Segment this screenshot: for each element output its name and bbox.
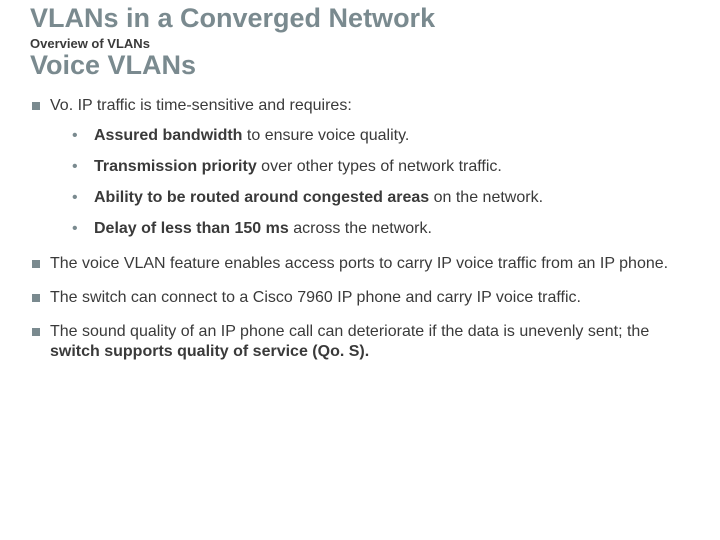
slide-title: VLANs in a Converged Network: [30, 4, 690, 34]
sub-bullet-item: Delay of less than 150 ms across the net…: [72, 219, 690, 240]
sub-bullet-rest: to ensure voice quality.: [242, 127, 409, 144]
bullet-text: The voice VLAN feature enables access po…: [50, 255, 668, 272]
sub-bullet-bold: Delay of less than 150 ms: [94, 220, 289, 237]
bullet-item: Vo. IP traffic is time-sensitive and req…: [32, 96, 690, 239]
main-bullet-list: Vo. IP traffic is time-sensitive and req…: [30, 96, 690, 361]
sub-bullet-rest: across the network.: [289, 220, 432, 237]
slide-subtitle: Voice VLANs: [30, 51, 690, 81]
bullet-item: The switch can connect to a Cisco 7960 I…: [32, 288, 690, 308]
bullet-item: The voice VLAN feature enables access po…: [32, 254, 690, 274]
sub-bullet-bold: Assured bandwidth: [94, 127, 242, 144]
bullet-text-bold: switch supports quality of service (Qo. …: [50, 343, 369, 360]
bullet-text: The switch can connect to a Cisco 7960 I…: [50, 289, 581, 306]
overview-line: Overview of VLANs: [30, 36, 690, 51]
bullet-text-a: The sound quality of an IP phone call ca…: [50, 323, 649, 340]
sub-bullet-list: Assured bandwidth to ensure voice qualit…: [50, 126, 690, 239]
sub-bullet-rest: over other types of network traffic.: [257, 158, 502, 175]
bullet-text: Vo. IP traffic is time-sensitive and req…: [50, 97, 352, 114]
sub-bullet-bold: Transmission priority: [94, 158, 257, 175]
sub-bullet-rest: on the network.: [429, 189, 543, 206]
sub-bullet-item: Assured bandwidth to ensure voice qualit…: [72, 126, 690, 147]
sub-bullet-item: Transmission priority over other types o…: [72, 157, 690, 178]
sub-bullet-item: Ability to be routed around congested ar…: [72, 188, 690, 209]
bullet-item: The sound quality of an IP phone call ca…: [32, 322, 690, 362]
sub-bullet-bold: Ability to be routed around congested ar…: [94, 189, 429, 206]
